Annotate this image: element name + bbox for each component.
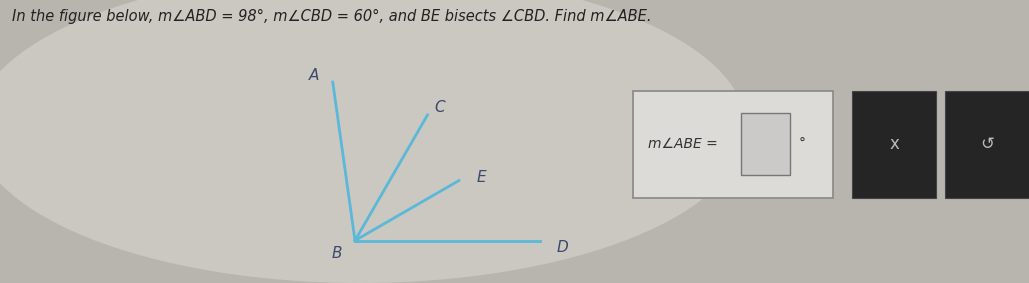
Text: In the figure below, m∠ABD = 98°, m∠CBD = 60°, and BE bisects ∠CBD. Find m∠ABE.: In the figure below, m∠ABD = 98°, m∠CBD … bbox=[12, 8, 651, 23]
FancyBboxPatch shape bbox=[945, 91, 1029, 198]
Text: m∠ABE =: m∠ABE = bbox=[648, 137, 722, 151]
Text: °: ° bbox=[799, 137, 806, 151]
FancyBboxPatch shape bbox=[633, 91, 833, 198]
FancyBboxPatch shape bbox=[852, 91, 936, 198]
Text: x: x bbox=[889, 135, 899, 153]
FancyBboxPatch shape bbox=[741, 113, 790, 175]
Text: ↺: ↺ bbox=[980, 135, 994, 153]
Text: E: E bbox=[476, 170, 487, 185]
Text: A: A bbox=[309, 68, 319, 83]
Text: C: C bbox=[434, 100, 446, 115]
Text: B: B bbox=[331, 246, 342, 261]
Ellipse shape bbox=[0, 0, 746, 283]
Text: D: D bbox=[557, 240, 568, 255]
